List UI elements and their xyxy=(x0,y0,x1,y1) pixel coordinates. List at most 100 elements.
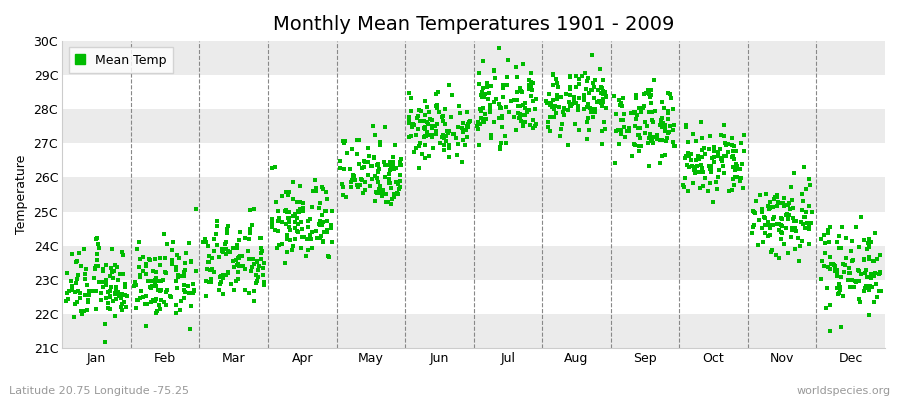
Point xyxy=(609,128,624,134)
Point xyxy=(314,222,328,228)
Point xyxy=(216,249,230,255)
Point xyxy=(684,156,698,163)
Point xyxy=(632,105,646,111)
Point xyxy=(726,163,741,170)
Point xyxy=(472,142,487,149)
Point xyxy=(148,256,162,262)
Point xyxy=(70,299,85,306)
Point xyxy=(698,174,713,181)
Legend: Mean Temp: Mean Temp xyxy=(68,47,173,73)
Point xyxy=(170,285,184,291)
Point xyxy=(450,152,464,158)
Point xyxy=(338,138,352,144)
Point xyxy=(546,70,561,77)
Point xyxy=(280,232,294,238)
Point xyxy=(319,188,333,195)
Point xyxy=(287,210,302,217)
Point xyxy=(755,209,770,215)
Point xyxy=(580,100,595,107)
Point xyxy=(628,109,643,115)
Point xyxy=(176,269,191,276)
Point xyxy=(666,106,680,112)
Point xyxy=(688,170,702,176)
Point xyxy=(524,70,538,76)
Point xyxy=(106,275,121,281)
Point xyxy=(461,120,475,127)
Point xyxy=(622,128,636,134)
Point xyxy=(730,174,744,180)
Point xyxy=(642,163,656,169)
Point xyxy=(418,125,432,131)
Point xyxy=(415,151,429,157)
Point xyxy=(370,162,384,168)
Point xyxy=(862,254,877,260)
Point xyxy=(243,226,257,232)
Point xyxy=(520,109,535,116)
Point xyxy=(280,236,294,242)
Point xyxy=(787,170,801,176)
Point xyxy=(89,236,104,242)
Point xyxy=(462,118,476,125)
Point xyxy=(598,126,612,132)
Point xyxy=(139,262,153,269)
Point xyxy=(270,218,284,224)
Point xyxy=(303,232,318,239)
Point xyxy=(294,218,309,225)
Point xyxy=(455,129,470,135)
Point xyxy=(661,116,675,123)
Point xyxy=(386,154,400,160)
Point xyxy=(852,244,867,250)
Point xyxy=(760,232,775,239)
Point xyxy=(562,103,577,109)
Point xyxy=(301,224,315,230)
Point xyxy=(512,114,526,120)
Point xyxy=(545,82,560,89)
Point xyxy=(496,84,510,91)
Point xyxy=(805,208,819,215)
Point xyxy=(115,300,130,307)
Point xyxy=(72,250,86,257)
Point xyxy=(472,69,486,76)
Point xyxy=(344,179,358,185)
Point xyxy=(144,278,158,284)
Point xyxy=(528,121,543,127)
Point xyxy=(290,199,304,205)
Point xyxy=(96,268,111,274)
Point xyxy=(596,91,610,97)
Point xyxy=(851,296,866,302)
Point xyxy=(867,299,881,305)
Point xyxy=(786,226,800,233)
Point xyxy=(775,230,789,236)
Point xyxy=(406,120,420,127)
Point xyxy=(500,82,514,88)
Point xyxy=(658,128,672,134)
Point xyxy=(216,274,230,281)
Point xyxy=(594,84,608,90)
Point xyxy=(216,291,230,298)
Point xyxy=(104,268,119,275)
Point xyxy=(664,95,679,102)
Point xyxy=(199,293,213,300)
Point xyxy=(339,150,354,156)
Point xyxy=(268,164,283,170)
Point xyxy=(254,250,268,256)
Point xyxy=(569,84,583,90)
Point xyxy=(502,109,517,115)
Point xyxy=(420,131,435,138)
Point xyxy=(343,165,357,172)
Point xyxy=(588,76,602,83)
Point xyxy=(320,196,334,202)
Point xyxy=(148,298,162,304)
Point xyxy=(735,160,750,167)
Point xyxy=(109,284,123,291)
Point xyxy=(874,288,888,294)
Point xyxy=(596,96,610,102)
Point xyxy=(864,239,878,245)
Point xyxy=(718,140,733,146)
Point xyxy=(282,208,296,215)
Point xyxy=(69,259,84,265)
Point xyxy=(389,178,403,185)
Point xyxy=(479,115,493,122)
Point xyxy=(438,106,453,112)
Point xyxy=(795,207,809,214)
